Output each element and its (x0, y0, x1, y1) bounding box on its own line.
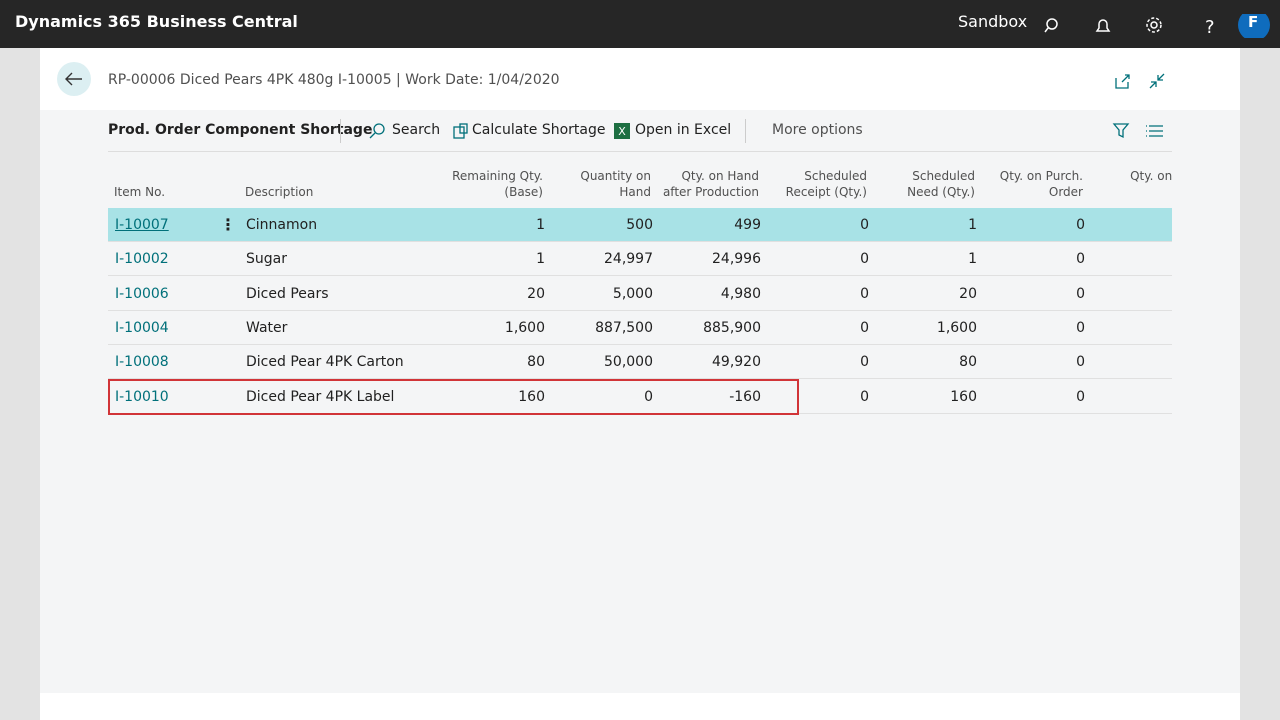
item-no[interactable]: I-10008 (115, 354, 169, 371)
cell-value: 1 (536, 217, 545, 233)
cell-value: 80 (527, 354, 545, 371)
item-no[interactable]: I-10006 (115, 285, 169, 302)
avatar[interactable]: F (1248, 13, 1259, 31)
cell-value: 160 (518, 388, 545, 405)
window-icons[interactable] (1114, 72, 1174, 92)
dialog (40, 48, 1240, 693)
description: Diced Pears (246, 285, 329, 302)
cell-value: 0 (860, 285, 869, 302)
svg-text:?: ? (1205, 17, 1215, 38)
cell-value: 0 (860, 388, 869, 405)
cell-value: 20 (527, 285, 545, 302)
cell-value: 0 (860, 217, 869, 233)
cell-value: 0 (860, 251, 869, 268)
table-row[interactable] (108, 242, 1172, 277)
description: Cinnamon (246, 217, 318, 233)
cell-value: 4,980 (720, 285, 761, 302)
dialog-header: RP-00006 Diced Pears 4PK 480g I-10005 | … (40, 48, 1240, 110)
cell-value: 0 (1076, 319, 1085, 336)
cell-value: 1,600 (936, 319, 977, 336)
column-header: Need (Qty.) (907, 185, 975, 199)
app-icons: ? (1044, 14, 1270, 38)
column-header: Receipt (Qty.) (785, 185, 867, 199)
cell-value: 0 (860, 354, 869, 371)
cell-value: 0 (1076, 217, 1085, 233)
cell-value: 24,997 (604, 251, 653, 268)
item-no[interactable]: I-10004 (115, 319, 169, 336)
cell-value: 1 (968, 217, 977, 233)
list-title: Prod. Order Component Shortage (108, 122, 373, 138)
column-header: Scheduled (804, 169, 867, 183)
action-search[interactable]: Search (392, 122, 441, 138)
cell-value: 887,500 (595, 319, 653, 336)
item-no[interactable]: I-10007 (115, 217, 169, 233)
cell-value: 885,900 (703, 319, 761, 336)
column-header: Qty. on Sa (1130, 169, 1172, 183)
cell-value: 49,920 (712, 354, 761, 371)
page-caption: RP-00006 Diced Pears 4PK 480g I-10005 | … (108, 72, 560, 88)
cell-value: 0 (860, 319, 869, 336)
more-options[interactable]: More options (772, 122, 863, 138)
highlight-box (108, 379, 799, 415)
column-header: after Production (662, 185, 759, 199)
column-header: Remaining Qty. (452, 169, 543, 183)
cell-value: 50,000 (604, 354, 653, 371)
cell-value: 1 (968, 251, 977, 268)
action-excel[interactable]: Open in Excel (635, 122, 732, 138)
cell-value: 24,996 (712, 251, 761, 268)
column-header: Item No. (114, 185, 166, 199)
cell-value: 160 (950, 388, 977, 405)
cell-value: 499 (734, 217, 761, 233)
cell-value: 0 (1076, 388, 1085, 405)
column-header: Order (1048, 185, 1083, 199)
action-calculate[interactable]: Calculate Shortage (472, 122, 606, 138)
cell-value: 0 (644, 388, 653, 405)
item-no[interactable]: I-10010 (115, 388, 169, 405)
environment[interactable]: Sandbox (958, 12, 1028, 31)
description: Diced Pear 4PK Label (246, 388, 395, 405)
row-menu[interactable]: ⋮ (220, 215, 236, 234)
table-row[interactable] (108, 311, 1172, 345)
cell-value: 0 (1076, 354, 1085, 371)
column-header: Description (245, 185, 314, 199)
app-title: Dynamics 365 Business Central (15, 12, 298, 31)
cell-value: -160 (729, 388, 761, 405)
cell-value: 1 (536, 251, 545, 268)
cell-value: 0 (1076, 285, 1085, 302)
cell-value: 500 (626, 217, 653, 233)
footer (40, 693, 1240, 720)
column-header: Scheduled (912, 169, 975, 183)
app-bar: Dynamics 365 Business Central Sandbox ? … (0, 0, 1280, 48)
divider (745, 119, 746, 143)
cell-value: 5,000 (612, 285, 653, 302)
column-header: Qty. on Purch. (999, 169, 1083, 183)
cell-value: 20 (959, 285, 977, 302)
table-row[interactable] (108, 345, 1172, 380)
cell-value: 0 (1076, 251, 1085, 268)
column-header: Qty. on Hand (681, 169, 759, 183)
column-header: (Base) (504, 185, 543, 199)
description: Diced Pear 4PK Carton (246, 354, 404, 371)
table-row[interactable] (108, 208, 1172, 242)
table-row[interactable] (108, 277, 1172, 311)
table: Item No. Description Remaining Qty. (Base) Q… (108, 160, 1172, 420)
column-header: Quantity on (580, 169, 651, 183)
description: Water (246, 319, 288, 336)
divider (340, 119, 341, 143)
cell-value: 1,600 (504, 319, 545, 336)
item-no[interactable]: I-10002 (115, 251, 169, 268)
back-button[interactable] (56, 61, 92, 97)
description: Sugar (246, 251, 287, 268)
column-header: Hand (619, 185, 651, 199)
svg-text:X: X (618, 125, 626, 138)
separator (108, 151, 1172, 152)
excel-icon: X (614, 123, 630, 139)
filter-list-icons[interactable] (1112, 122, 1164, 140)
cell-value: 80 (959, 354, 977, 371)
